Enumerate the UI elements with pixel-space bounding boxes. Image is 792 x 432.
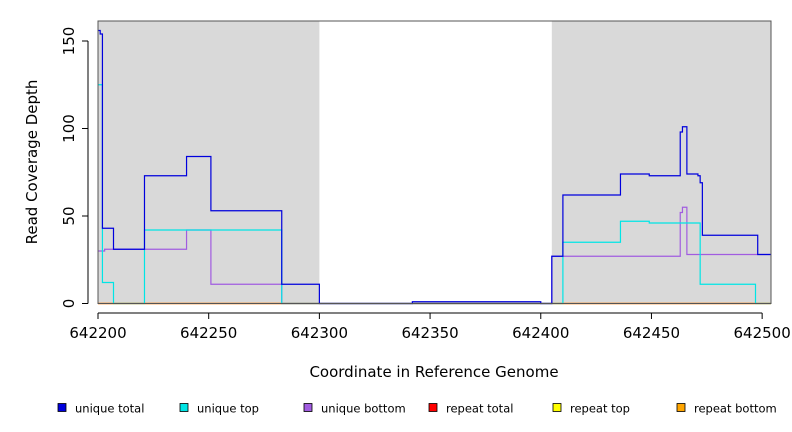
shaded-region	[98, 21, 320, 304]
legend-label: unique top	[197, 402, 259, 416]
legend-label: unique total	[75, 402, 144, 416]
legend-item-repeat-total: repeat total	[428, 402, 513, 416]
series-line-unique-total	[98, 29, 771, 305]
series-line-unique-top	[98, 84, 771, 305]
legend-swatch	[428, 403, 438, 412]
x-tick-label: 642300	[291, 324, 348, 342]
x-tick-label: 642200	[69, 324, 126, 342]
y-axis-label: Read Coverage Depth	[23, 80, 41, 245]
legend-label: repeat top	[570, 402, 630, 416]
shaded-region	[551, 21, 771, 304]
x-axis-label: Coordinate in Reference Genome	[309, 363, 558, 381]
y-tick-label: 100	[60, 114, 78, 143]
y-tick-label: 0	[60, 299, 78, 309]
legend-swatch	[303, 403, 313, 412]
legend-swatch	[676, 403, 686, 412]
x-tick-label: 642350	[401, 324, 458, 342]
legend-swatch	[57, 403, 67, 412]
legend-item-repeat-top: repeat top	[552, 402, 630, 416]
plot-frame	[97, 20, 772, 304]
x-axis: 642200 642250 642300 642350 642400 642450 6425…	[69, 312, 791, 342]
x-tick-label: 642250	[180, 324, 237, 342]
legend-item-unique-top: unique top	[179, 402, 259, 416]
legend: unique total unique top unique bottom repea…	[57, 402, 777, 416]
legend-label: repeat total	[446, 402, 513, 416]
legend-item-unique-bottom: unique bottom	[303, 402, 406, 416]
shaded-regions	[98, 21, 771, 304]
legend-item-unique-total: unique total	[57, 402, 144, 416]
legend-label: unique bottom	[321, 402, 406, 416]
x-tick-label: 642450	[623, 324, 680, 342]
y-tick-label: 150	[60, 27, 78, 56]
y-axis: 0 50 100 150	[60, 27, 89, 309]
x-tick-label: 642400	[512, 324, 569, 342]
legend-swatch	[179, 403, 189, 412]
x-tick-label: 642500	[734, 324, 791, 342]
legend-label: repeat bottom	[694, 402, 777, 416]
legend-swatch	[552, 403, 562, 412]
legend-item-repeat-bottom: repeat bottom	[676, 402, 777, 416]
y-tick-label: 50	[60, 206, 78, 225]
